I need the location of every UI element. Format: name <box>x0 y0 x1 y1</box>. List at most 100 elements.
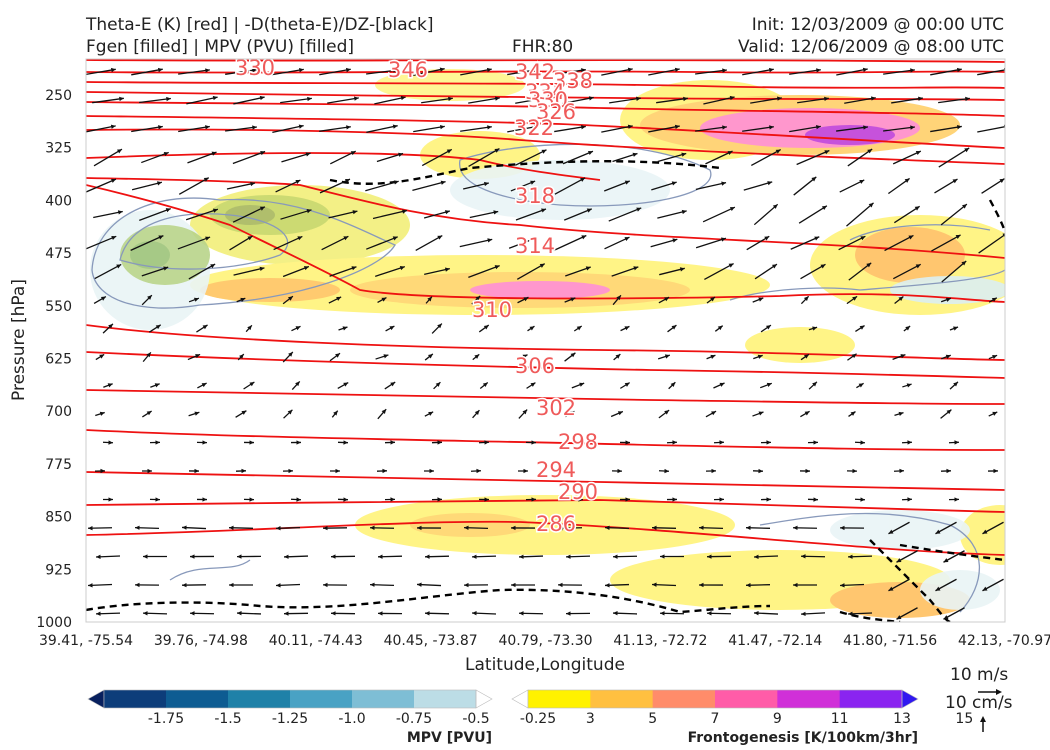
wind-vector-head <box>252 68 257 73</box>
wind-vector-shaft <box>139 97 171 104</box>
colorbar-tick-label: 15 <box>955 711 973 727</box>
wind-vector-head <box>771 264 777 269</box>
wind-vector-head <box>296 497 301 502</box>
wind-vector-head <box>99 411 105 416</box>
wind-vector-head <box>117 210 123 215</box>
chart-title-line1: Theta-E (K) [red] | -D(theta-E)/DZ-[blac… <box>86 15 434 35</box>
wind-vector-head <box>352 210 358 215</box>
wind-vector-head <box>870 96 876 101</box>
wind-vector-shaft <box>648 125 680 133</box>
wind-vector-head <box>487 125 492 130</box>
wind-vector-shaft <box>516 263 546 280</box>
y-tick-label: 775 <box>45 457 72 473</box>
wind-vector-head <box>539 263 545 268</box>
wind-vector-head <box>812 326 818 331</box>
wind-vector-shaft <box>611 266 639 277</box>
colorbar-outline <box>103 689 477 709</box>
wind-vector-head <box>210 264 216 269</box>
wind-vector-head <box>323 582 328 588</box>
wind-vector-head <box>378 554 383 559</box>
wind-vector-head <box>558 525 563 531</box>
wind-vector-head <box>522 354 528 359</box>
wind-vector-head <box>860 236 866 241</box>
wind-vector-head <box>212 95 218 101</box>
wind-vector-head <box>154 383 160 388</box>
wind-vector-shaft <box>86 178 117 193</box>
wind-vector-head <box>378 611 383 616</box>
theta-e-label: 330 <box>528 88 568 112</box>
wind-vector-head <box>370 582 375 587</box>
theta-e-label: 334 <box>525 80 565 104</box>
wind-vector-head <box>343 236 349 241</box>
wind-vector-head <box>707 611 712 616</box>
wind-vector-head <box>625 497 630 502</box>
wind-vector-head <box>241 468 246 474</box>
wind-vector-head <box>852 296 858 301</box>
wind-vector-head <box>570 352 576 358</box>
y-tick-label: 475 <box>45 246 72 262</box>
wind-vector-head <box>859 325 865 330</box>
wind-vectors <box>86 67 1005 620</box>
wind-vector-shaft <box>232 206 266 223</box>
wind-vector-head <box>146 352 151 358</box>
wind-vector-head <box>617 411 623 416</box>
wind-vector-head <box>444 210 450 215</box>
wind-vector-head <box>719 497 724 502</box>
wind-vector-head <box>570 468 575 474</box>
wind-vector-shaft <box>931 234 961 252</box>
wind-vector-shaft <box>847 148 873 167</box>
wind-vector-head <box>729 95 735 101</box>
wind-vector-shaft <box>131 181 163 191</box>
wind-vector-shaft <box>789 69 821 75</box>
wind-vector-head <box>474 410 480 415</box>
wind-vector-head <box>935 529 941 534</box>
wind-vector-head <box>585 266 591 271</box>
wind-vector-shaft <box>648 68 680 76</box>
wind-vector-head <box>165 208 171 213</box>
wind-vector-head <box>298 67 304 73</box>
wind-vector-head <box>766 325 771 330</box>
wind-vector-head <box>252 125 257 130</box>
wind-vector-head <box>402 209 407 214</box>
theta-e-label: 330 <box>235 56 275 80</box>
wind-vector-head <box>804 411 810 416</box>
wind-vector-head <box>392 236 398 241</box>
wind-vector-head <box>943 615 949 620</box>
wind-vector-shaft <box>468 265 500 278</box>
wind-vector-head <box>155 497 160 502</box>
wind-vector-head <box>190 554 195 559</box>
wind-vector-shaft <box>93 148 123 167</box>
wind-vector-head <box>721 181 727 186</box>
vector-key-vertical-arrowhead <box>980 716 986 722</box>
wind-vector-head <box>444 267 450 272</box>
wind-vector-head <box>632 152 638 157</box>
wind-vector-head <box>331 611 336 616</box>
wind-vector-head <box>541 208 547 213</box>
wind-vector-head <box>803 354 809 359</box>
wind-vector-shaft <box>508 237 538 249</box>
wind-vector-head <box>370 525 375 531</box>
wind-vector-shaft <box>366 69 398 75</box>
colorbar-cell <box>652 690 716 708</box>
wind-vector-shaft <box>553 234 587 252</box>
wind-vector-head <box>519 611 524 616</box>
x-axis-label: Latitude,Longitude <box>465 655 625 675</box>
wind-vector-head <box>437 497 442 502</box>
wind-vector-head <box>605 583 610 588</box>
wind-vector-head <box>624 326 630 331</box>
colorbar-tick-label: 11 <box>831 711 849 727</box>
theta-e-label: 342 <box>515 60 555 84</box>
wind-vector-shaft <box>702 206 736 223</box>
wind-vector-head <box>158 125 163 130</box>
wind-vector-head <box>945 297 951 302</box>
wind-vector-head <box>523 468 528 474</box>
wind-vector-head <box>898 296 904 302</box>
wind-vector-head <box>616 295 621 301</box>
colorbar-tick-label: -0.25 <box>520 711 556 727</box>
wind-vector-head <box>88 583 93 588</box>
wind-vector-shaft <box>459 238 493 248</box>
wind-vector-head <box>815 124 821 130</box>
wind-vector-head <box>529 326 535 331</box>
wind-vector-head <box>345 67 351 73</box>
